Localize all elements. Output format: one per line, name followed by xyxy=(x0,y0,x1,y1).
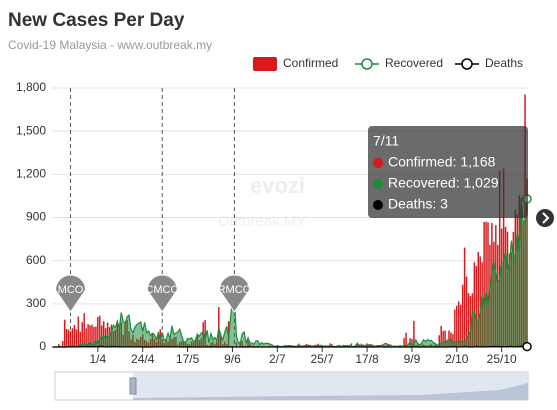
tooltip-line: Deaths: 3 xyxy=(388,196,448,212)
x-tick-label: 17/5 xyxy=(176,352,200,366)
watermark: evozi xyxy=(250,173,305,198)
bar xyxy=(62,341,63,347)
bar xyxy=(68,330,69,347)
x-tick-label: 9/9 xyxy=(404,352,421,366)
y-tick-label: 1,800 xyxy=(16,80,46,94)
x-tick-label: 25/7 xyxy=(311,352,335,366)
y-tick-label: 900 xyxy=(26,210,46,224)
bar xyxy=(76,329,77,347)
x-tick-label: 17/8 xyxy=(355,352,379,366)
chart-subtitle: Covid-19 Malaysia - www.outbreak.my xyxy=(8,38,212,52)
watermark: Outbreak.MY xyxy=(218,213,306,230)
tooltip-line: Confirmed: 1,168 xyxy=(388,154,496,170)
legend-label: Recovered xyxy=(385,56,443,70)
bar xyxy=(456,306,457,347)
legend-label: Deaths xyxy=(485,56,523,70)
bar xyxy=(458,301,459,347)
bar xyxy=(464,248,465,347)
bar xyxy=(78,316,79,347)
tooltip-line: Recovered: 1,029 xyxy=(388,175,499,191)
tooltip-dot xyxy=(373,200,383,210)
bar xyxy=(466,277,467,347)
x-tick-label: 25/10 xyxy=(487,352,517,366)
scroll-button[interactable] xyxy=(536,209,554,227)
tooltip-dot xyxy=(373,179,383,189)
tooltip: 7/11 Confirmed: 1,168 Recovered: 1,029 Deat… xyxy=(368,126,528,218)
legend-label: Confirmed xyxy=(283,56,338,70)
y-tick-label: 1,200 xyxy=(16,167,46,181)
zoom-handle[interactable] xyxy=(130,378,136,394)
bar xyxy=(74,325,75,347)
bar xyxy=(64,320,65,347)
bar xyxy=(462,285,463,347)
y-tick-label: 1,500 xyxy=(16,123,46,137)
marker-label: RMCO xyxy=(218,284,252,296)
marker-label: MCO xyxy=(58,284,84,296)
legend-swatch xyxy=(462,59,472,69)
x-tick-label: 24/4 xyxy=(131,352,155,366)
x-tick-label: 9/6 xyxy=(224,352,241,366)
y-tick-label: 300 xyxy=(26,296,46,310)
bar xyxy=(66,329,67,347)
bar xyxy=(81,322,82,347)
tooltip-dot xyxy=(373,158,383,168)
y-tick-label: 0 xyxy=(39,339,46,353)
y-tick-label: 600 xyxy=(26,253,46,267)
end-point xyxy=(523,343,531,351)
bar xyxy=(83,313,84,347)
x-tick-label: 1/4 xyxy=(90,352,107,366)
marker-label: CMCO xyxy=(145,284,179,296)
tooltip-title: 7/11 xyxy=(373,133,399,149)
x-tick-label: 2/7 xyxy=(269,352,286,366)
legend-swatch xyxy=(253,57,277,71)
legend-swatch xyxy=(362,59,372,69)
x-tick-label: 2/10 xyxy=(445,352,469,366)
bar xyxy=(72,328,73,347)
chart-title: New Cases Per Day xyxy=(8,10,185,31)
